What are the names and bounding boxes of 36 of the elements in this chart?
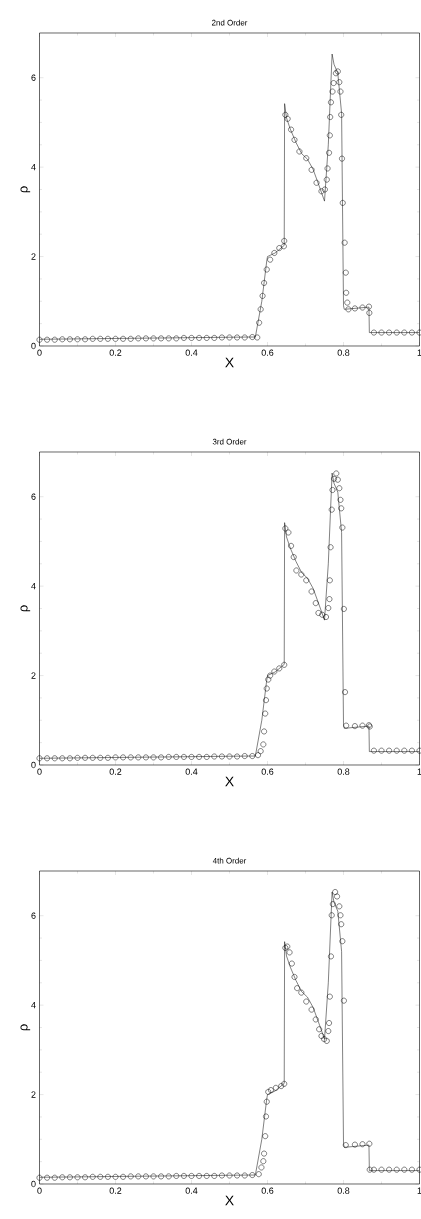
x-tick-label: 0.8 [337,349,350,356]
x-tick-label: 0.6 [261,1187,274,1194]
x-tick-label: 1 [417,768,421,775]
y-axis-title: ρ [20,1024,31,1031]
y-axis-title: ρ [20,186,31,193]
x-tick-label: 0.8 [337,768,350,775]
y-tick-label: 2 [31,672,36,679]
x-axis-title: X [225,1195,234,1206]
y-tick-label: 2 [31,253,36,260]
y-tick-label: 0 [31,761,36,769]
y-tick-label: 6 [31,74,36,81]
y-axis-title: ρ [20,605,31,612]
y-tick-label: 2 [31,1091,36,1098]
y-tick-label: 6 [31,493,36,500]
x-tick-label: 1 [417,349,421,356]
x-tick-label: 0.4 [185,1187,198,1194]
x-tick-label: 0.4 [185,349,198,356]
x-tick-label: 0.2 [109,768,122,775]
x-axis-title: X [225,776,234,787]
y-tick-label: 4 [31,583,36,590]
x-tick-label: 0.8 [337,1187,350,1194]
x-tick-label: 0 [37,1187,42,1194]
x-tick-label: 0.2 [109,1187,122,1194]
y-tick-label: 4 [31,164,36,171]
x-axis-title: X [225,357,234,368]
x-tick-label: 0 [37,349,42,356]
x-tick-label: 1 [417,1187,421,1194]
x-tick-label: 0 [37,768,42,775]
x-tick-label: 0.4 [185,768,198,775]
x-tick-label: 0.6 [261,349,274,356]
y-tick-label: 4 [31,1002,36,1009]
x-tick-label: 0.2 [109,349,122,356]
x-tick-label: 0.6 [261,768,274,775]
y-tick-label: 0 [31,342,36,350]
y-tick-label: 6 [31,912,36,919]
y-tick-label: 0 [31,1180,36,1188]
